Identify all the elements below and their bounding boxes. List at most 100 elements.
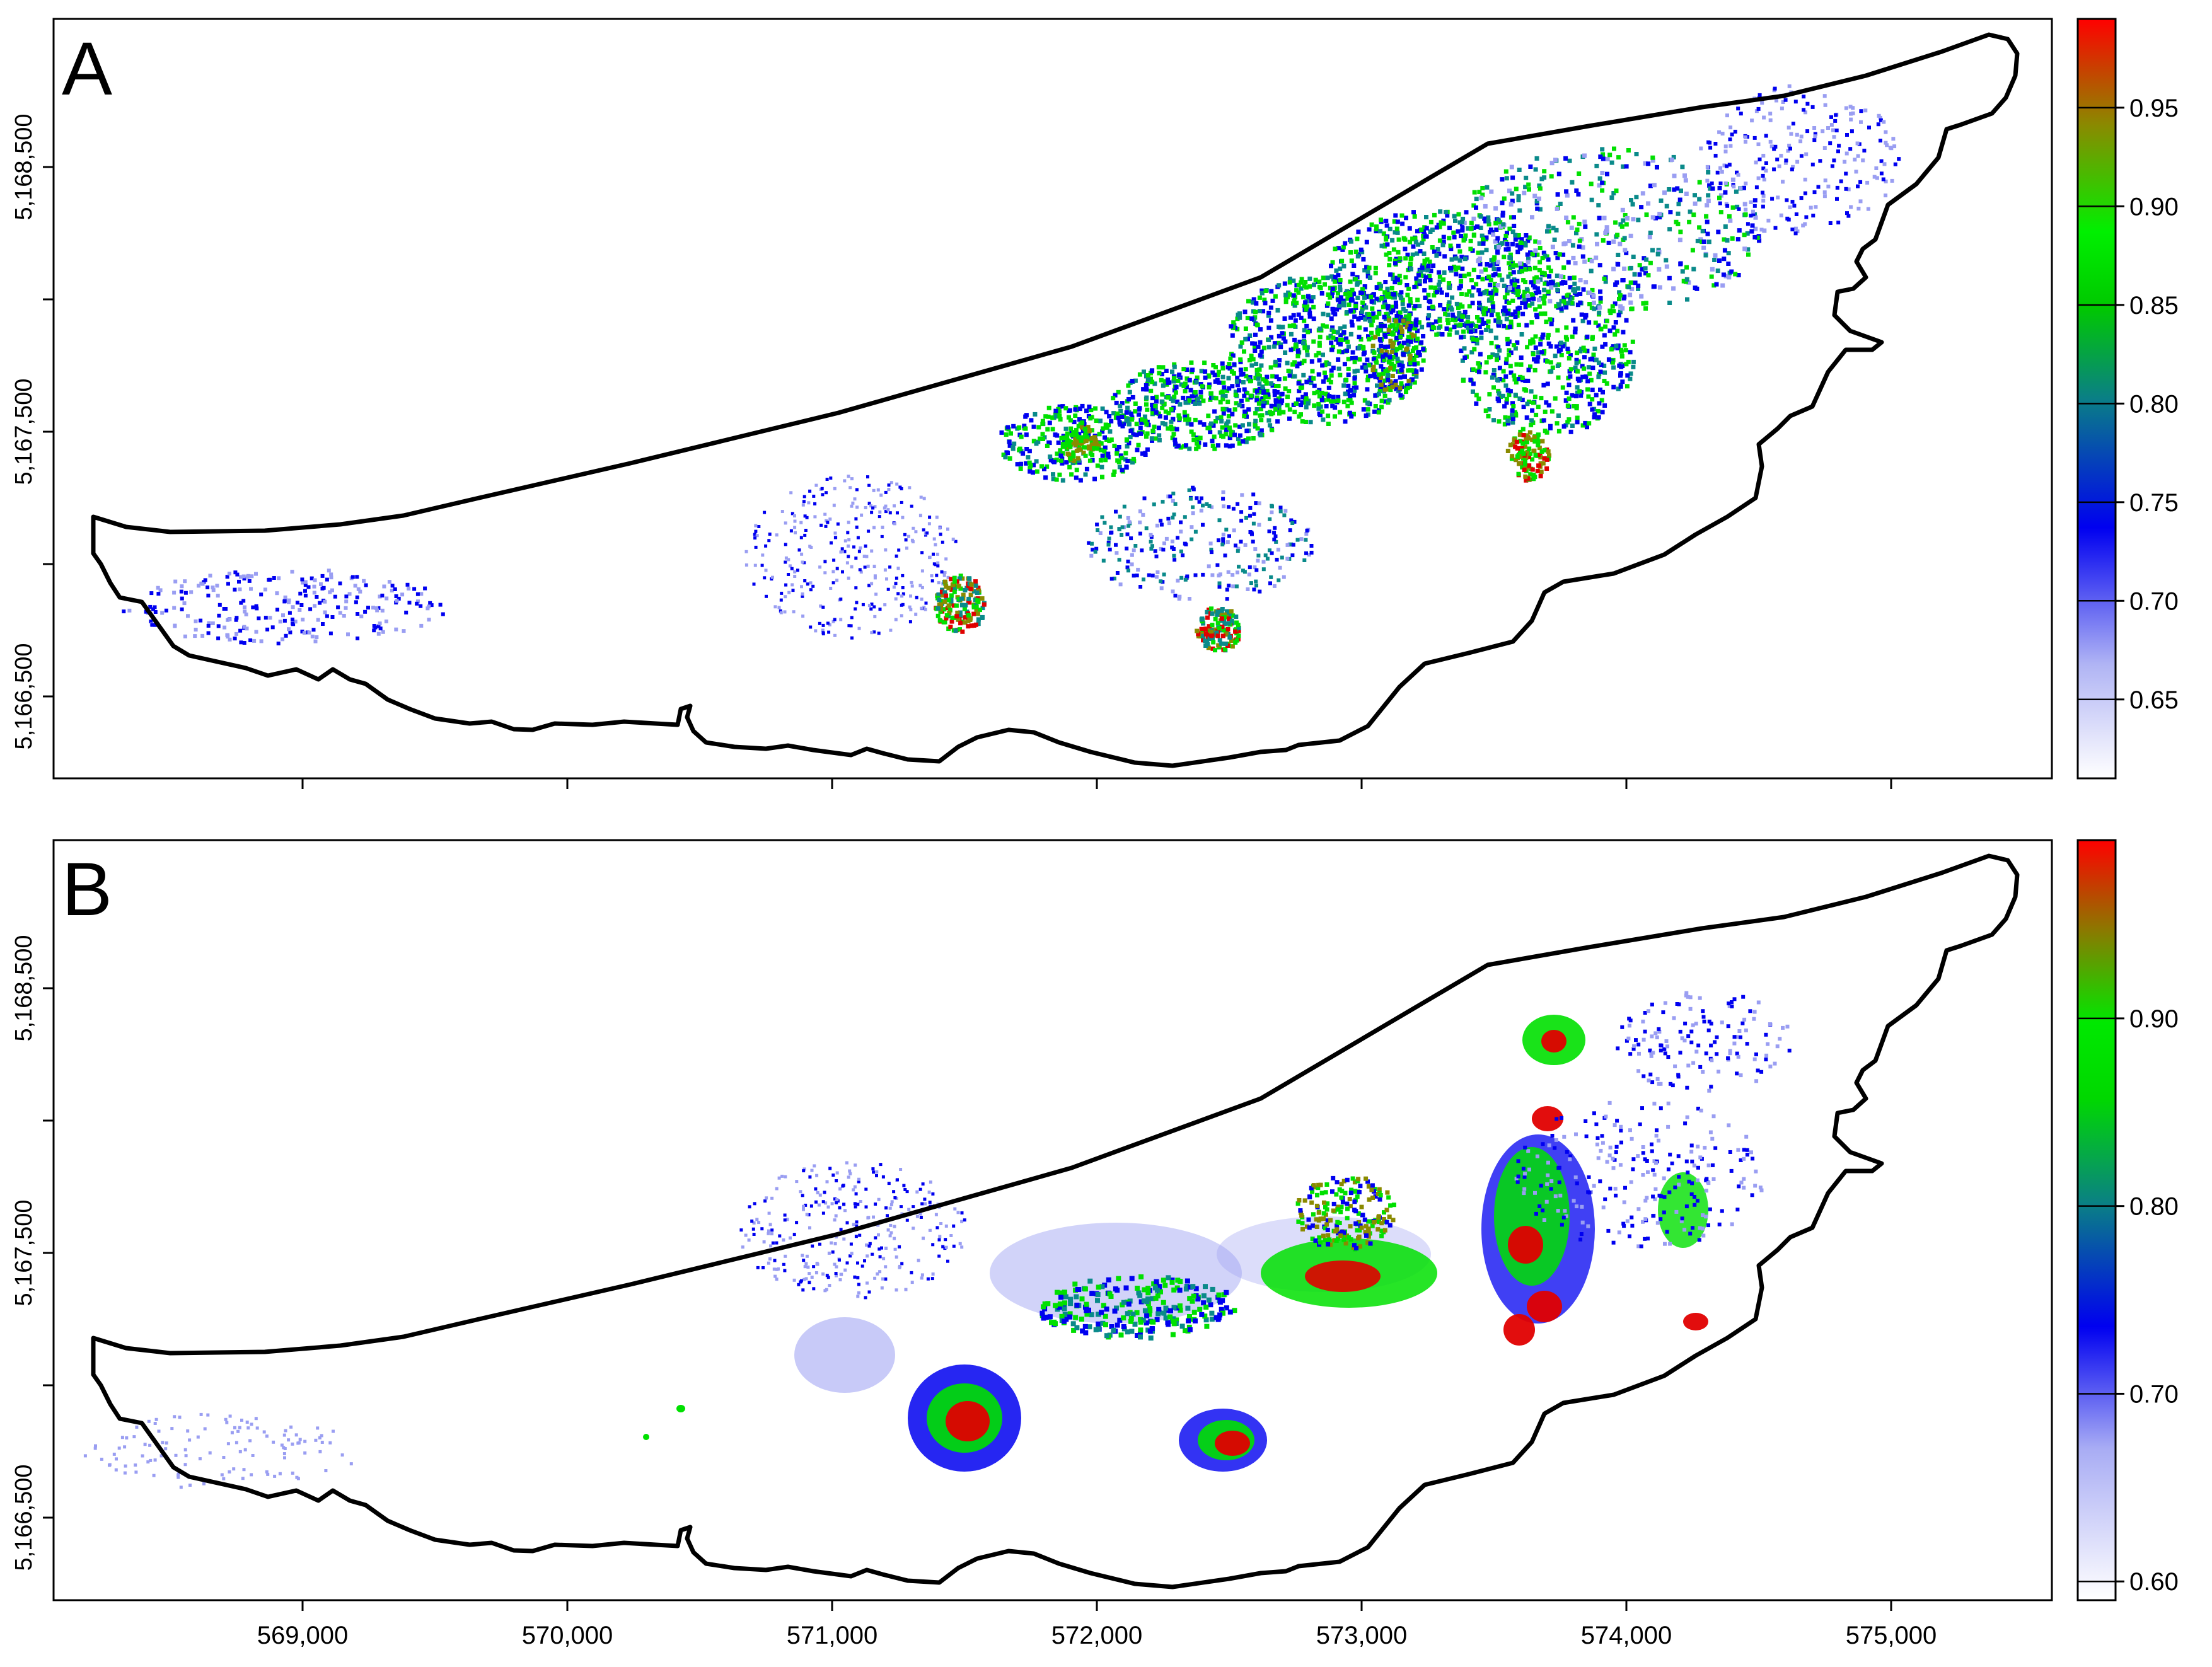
probability-cell xyxy=(1341,245,1346,250)
probability-cell xyxy=(1178,402,1183,407)
probability-cell xyxy=(1277,283,1282,288)
probability-cell xyxy=(1504,396,1509,401)
probability-cell xyxy=(1269,575,1273,579)
probability-cell xyxy=(1212,627,1217,632)
probability-cell xyxy=(1261,403,1266,408)
probability-cell xyxy=(1417,279,1422,284)
probability-cell xyxy=(222,607,226,611)
probability-cell xyxy=(1383,280,1388,284)
probability-cell xyxy=(775,1278,779,1281)
probability-cell xyxy=(900,500,903,504)
probability-cell xyxy=(1523,185,1528,190)
probability-cell xyxy=(1123,451,1128,456)
probability-cell xyxy=(1598,387,1602,392)
probability-cell xyxy=(1730,177,1735,182)
probability-cell xyxy=(1486,274,1491,279)
probability-cell xyxy=(415,592,420,596)
probability-cell xyxy=(1477,241,1482,246)
probability-cell xyxy=(1403,246,1408,251)
probability-cell xyxy=(380,608,385,613)
probability-cell xyxy=(1535,252,1540,257)
probability-cell xyxy=(1447,236,1452,241)
probability-cell xyxy=(1274,539,1278,544)
probability-cell xyxy=(1251,539,1255,544)
probability-cell xyxy=(1089,1291,1095,1296)
probability-cell xyxy=(935,574,939,577)
probability-cell xyxy=(1213,396,1219,401)
probability-cell xyxy=(1555,255,1560,260)
probability-cell xyxy=(1851,111,1855,115)
probability-cell xyxy=(1672,173,1677,178)
probability-cell xyxy=(237,579,241,584)
probability-cell xyxy=(1727,275,1732,280)
probability-cell xyxy=(1462,221,1467,226)
probability-cell xyxy=(1181,367,1186,372)
probability-cell xyxy=(910,584,914,588)
probability-cell xyxy=(1620,207,1625,212)
probability-cell xyxy=(1537,304,1542,309)
probability-cell xyxy=(1409,256,1414,261)
probability-cell xyxy=(1531,340,1536,345)
probability-cell xyxy=(1723,149,1728,154)
probability-cell xyxy=(1478,226,1483,230)
probability-cell xyxy=(1676,221,1681,226)
probability-cell xyxy=(1287,407,1292,412)
probability-cell xyxy=(850,636,854,640)
probability-cell xyxy=(1103,435,1107,440)
probability-cell xyxy=(1074,468,1079,473)
probability-cell xyxy=(1484,235,1489,240)
probability-cell xyxy=(1561,265,1566,270)
probability-cell xyxy=(1520,376,1525,380)
probability-cell xyxy=(1489,313,1494,318)
probability-cell xyxy=(281,637,285,642)
probability-cell xyxy=(888,565,892,569)
probability-cell xyxy=(429,603,434,608)
probability-cell xyxy=(1504,316,1509,321)
probability-cell xyxy=(1312,391,1317,396)
probability-cell xyxy=(1491,418,1496,423)
probability-cell xyxy=(1398,318,1403,323)
probability-cell xyxy=(1556,282,1561,287)
probability-cell xyxy=(1542,169,1547,174)
probability-cell xyxy=(1288,332,1294,337)
probability-cell xyxy=(1252,317,1256,322)
probability-cell xyxy=(1369,294,1374,299)
probability-cell xyxy=(1397,341,1402,346)
probability-cell xyxy=(1570,243,1575,248)
probability-cell xyxy=(1200,496,1203,500)
probability-cell xyxy=(787,591,791,594)
probability-cell xyxy=(802,500,806,504)
probability-cell xyxy=(1159,372,1164,377)
probability-cell xyxy=(1296,312,1301,317)
probability-cell xyxy=(1168,494,1173,499)
probability-cell xyxy=(1272,531,1277,535)
probability-cell xyxy=(901,516,905,519)
probability-cell xyxy=(1601,156,1606,161)
probability-cell xyxy=(1521,433,1526,437)
probability-cell xyxy=(1367,337,1372,342)
probability-cell xyxy=(1300,395,1306,400)
probability-cell xyxy=(1092,446,1097,451)
probability-cell xyxy=(1596,203,1601,208)
probability-cell xyxy=(1147,573,1151,577)
probability-cell xyxy=(1640,267,1645,272)
probability-cell xyxy=(1602,370,1607,375)
probability-cell xyxy=(180,607,184,611)
probability-cell xyxy=(976,621,981,626)
probability-cell xyxy=(1555,287,1560,292)
probability-cell xyxy=(1749,229,1754,234)
probability-cell xyxy=(1114,400,1119,405)
probability-cell xyxy=(1413,326,1418,331)
probability-cell xyxy=(1505,388,1510,393)
probability-cell xyxy=(1441,277,1446,282)
probability-cell xyxy=(1788,146,1792,151)
probability-cell xyxy=(1251,521,1256,526)
probability-cell xyxy=(1005,425,1010,430)
probability-cell xyxy=(1812,126,1817,130)
probability-cell xyxy=(1448,327,1452,332)
probability-cell xyxy=(1074,1302,1080,1308)
probability-cell xyxy=(259,592,263,597)
probability-cell xyxy=(1374,227,1379,232)
probability-cell xyxy=(1432,293,1437,298)
probability-cell xyxy=(1618,293,1623,298)
